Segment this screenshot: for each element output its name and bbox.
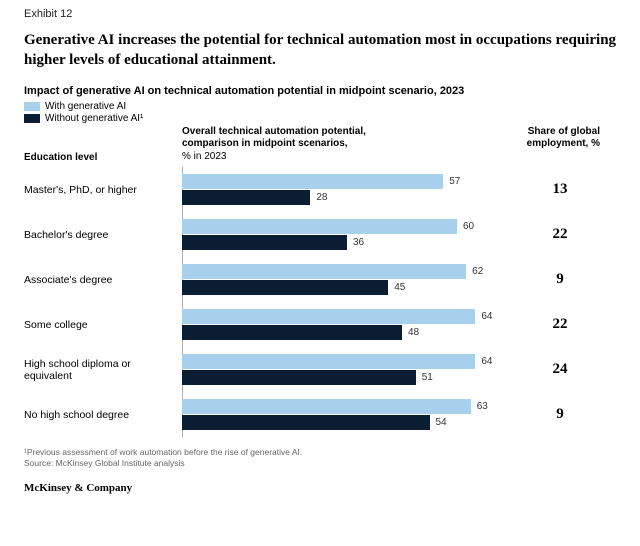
exhibit-label: Exhibit 12 [24, 8, 620, 20]
bar-with: 62 [182, 264, 512, 279]
bar-value: 28 [316, 190, 327, 205]
row-label: Master's, PhD, or higher [24, 167, 174, 212]
bar-with: 63 [182, 399, 512, 414]
bar-fill [182, 415, 430, 430]
legend-swatch-with [24, 102, 40, 111]
share-value: 13 [520, 167, 600, 212]
bars-cell: 64 48 [182, 302, 512, 347]
bar-value: 54 [436, 415, 447, 430]
row-label: High school diploma or equivalent [24, 347, 174, 392]
legend-item-with: With generative AI [24, 101, 620, 112]
legend: With generative AI Without generative AI… [24, 101, 620, 124]
col-head-mid-l3: % in 2023 [182, 151, 512, 164]
row-label: No high school degree [24, 392, 174, 437]
bar-value: 45 [394, 280, 405, 295]
brand: McKinsey & Company [24, 482, 620, 494]
bar-with: 60 [182, 219, 512, 234]
col-head-education: Education level [24, 152, 174, 167]
bars-cell: 64 51 [182, 347, 512, 392]
legend-swatch-without [24, 114, 40, 123]
bar-with: 64 [182, 354, 512, 369]
chart-grid: Education level Overall technical automa… [24, 126, 620, 438]
bars-cell: 57 28 [182, 167, 512, 212]
share-value: 22 [520, 302, 600, 347]
chart-subtitle: Impact of generative AI on technical aut… [24, 85, 620, 97]
share-value: 9 [520, 392, 600, 437]
bar-without: 48 [182, 325, 512, 340]
bar-fill [182, 190, 310, 205]
bar-value: 51 [422, 370, 433, 385]
bar-fill [182, 309, 475, 324]
bar-value: 48 [408, 325, 419, 340]
bar-fill [182, 325, 402, 340]
col-head-mid-l1: Overall technical automation potential, [182, 126, 512, 139]
bar-fill [182, 370, 416, 385]
bar-value: 63 [477, 399, 488, 414]
bar-fill [182, 280, 388, 295]
share-value: 9 [520, 257, 600, 302]
legend-label-without: Without generative AI¹ [45, 113, 143, 124]
bar-value: 64 [481, 309, 492, 324]
col-head-potential: Overall technical automation potential, … [182, 126, 512, 168]
bar-value: 36 [353, 235, 364, 250]
share-value: 22 [520, 212, 600, 257]
bar-with: 64 [182, 309, 512, 324]
bar-without: 36 [182, 235, 512, 250]
source-line: Source: McKinsey Global Institute analys… [24, 458, 620, 468]
legend-label-with: With generative AI [45, 101, 126, 112]
page-title: Generative AI increases the potential fo… [24, 30, 620, 71]
bar-without: 28 [182, 190, 512, 205]
bar-without: 45 [182, 280, 512, 295]
row-label: Some college [24, 302, 174, 347]
bar-fill [182, 219, 457, 234]
bar-fill [182, 264, 466, 279]
row-label: Associate's degree [24, 257, 174, 302]
bar-fill [182, 174, 443, 189]
bar-value: 57 [449, 174, 460, 189]
bar-without: 51 [182, 370, 512, 385]
row-label: Bachelor's degree [24, 212, 174, 257]
footnote: ¹Previous assessment of work automation … [24, 447, 620, 458]
bar-fill [182, 354, 475, 369]
bar-fill [182, 235, 347, 250]
bar-value: 60 [463, 219, 474, 234]
share-value: 24 [520, 347, 600, 392]
legend-item-without: Without generative AI¹ [24, 113, 620, 124]
col-head-mid-l2: comparison in midpoint scenarios, [182, 138, 512, 151]
bars-cell: 60 36 [182, 212, 512, 257]
bar-fill [182, 399, 471, 414]
bar-value: 62 [472, 264, 483, 279]
col-head-share: Share of global employment, % [520, 126, 600, 168]
bar-with: 57 [182, 174, 512, 189]
col-head-right-l1: Share of global [520, 126, 600, 139]
bars-cell: 62 45 [182, 257, 512, 302]
col-head-right-l2: employment, % [520, 138, 600, 151]
bars-cell: 63 54 [182, 392, 512, 437]
bar-value: 64 [481, 354, 492, 369]
bar-without: 54 [182, 415, 512, 430]
